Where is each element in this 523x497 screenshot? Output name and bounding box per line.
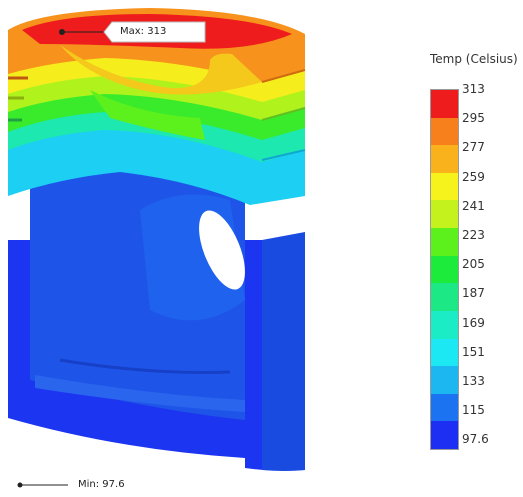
legend-tick-label: 241	[462, 198, 485, 213]
piston-band-cyan	[8, 128, 305, 205]
max-callout-box	[103, 21, 206, 43]
piston-band-aqua	[8, 108, 305, 162]
legend-band	[431, 393, 458, 422]
legend-tick-label: 133	[462, 374, 485, 388]
piston-inner-rib-2	[59, 358, 231, 374]
legend-band	[431, 200, 458, 229]
legend-tick-label: 187	[462, 286, 485, 301]
min-temperature-label: Min: 97.6	[78, 479, 125, 490]
legend-band	[431, 90, 458, 119]
wrist-pin-hole	[199, 210, 245, 290]
legend-band	[431, 172, 458, 201]
piston-crown-bowl	[60, 45, 262, 95]
piston-band-yellowgreen	[8, 74, 305, 120]
legend-tick-label: 151	[462, 344, 485, 359]
legend-tick-label: 223	[462, 228, 485, 242]
legend-tick-label: 97.6	[462, 432, 489, 447]
legend-band	[431, 310, 458, 340]
legend-tick-label: 169	[462, 315, 485, 330]
legend-band	[431, 228, 458, 257]
legend-tick-label: 313	[462, 82, 485, 96]
legend-band	[431, 117, 458, 146]
legend-title: Temp (Celsius)	[430, 52, 518, 66]
ring-groove-right-1	[261, 69, 306, 83]
legend-tick-label: 115	[462, 403, 485, 418]
legend-tick-label: 277	[462, 140, 485, 155]
piston-crown-bowl-green	[90, 90, 205, 140]
piston-inner-rib	[35, 375, 245, 412]
piston-band-yellow	[8, 56, 305, 102]
legend-band	[431, 338, 458, 367]
ring-groove-right-3	[261, 149, 306, 161]
legend-band	[431, 283, 458, 312]
legend-band	[431, 421, 458, 450]
ring-groove-right-2	[261, 107, 306, 121]
max-temperature-label: Max: 313	[120, 26, 167, 37]
legend-band	[431, 366, 458, 395]
legend-tick-label: 295	[462, 111, 485, 126]
piston-skirt-side	[262, 232, 305, 471]
legend-band	[431, 255, 458, 284]
legend-tick-label: 259	[462, 169, 485, 184]
legend-color-bar	[430, 89, 459, 450]
legend-band	[431, 145, 458, 174]
legend-tick-label: 205	[462, 257, 485, 272]
